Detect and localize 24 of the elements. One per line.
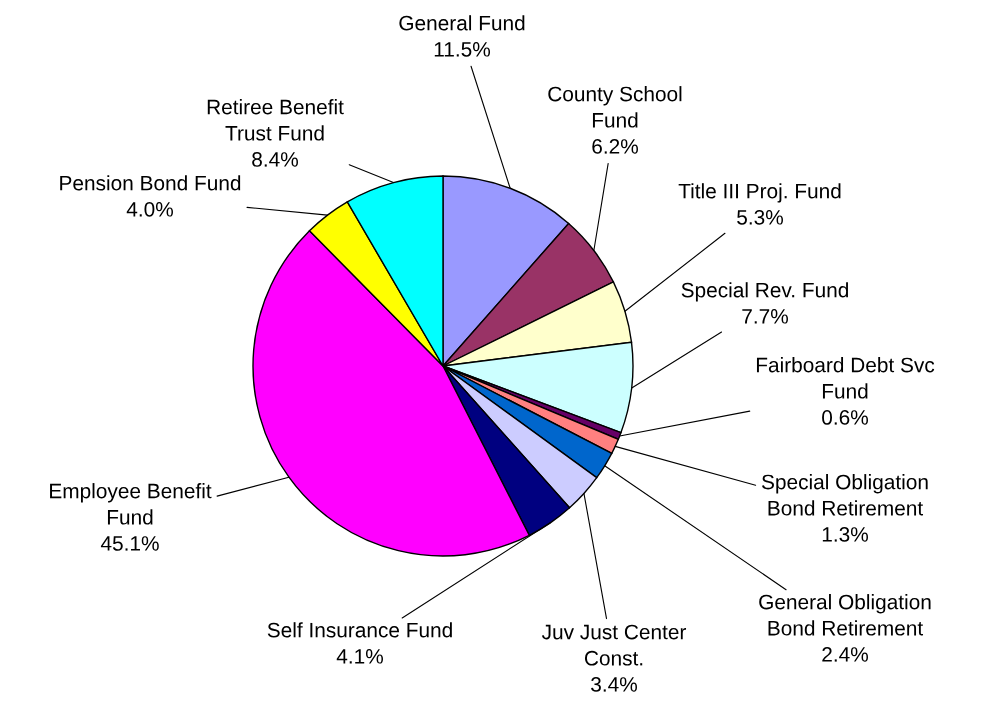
data-label: 1.3% — [822, 527, 868, 542]
slice-label: Fairboard Debt Svc Fund — [756, 357, 935, 399]
data-label: 6.2% — [592, 139, 638, 154]
data-label: 4.0% — [126, 201, 173, 217]
data-label: 5.3% — [737, 209, 783, 225]
slice-label: Title III Proj. Fund — [678, 183, 841, 203]
slice-label: Special Rev. Fund — [681, 282, 849, 302]
data-label: 4.1% — [336, 649, 383, 664]
slice-label: Pension Bond Fund — [60, 175, 241, 191]
slice-label: County School Fund — [548, 86, 682, 128]
slice-label: Employee Benefit Fund — [50, 483, 212, 525]
slice-label: General Obligation Bond Retirement — [759, 594, 931, 636]
data-label: 45.1% — [100, 536, 159, 551]
slice-label: Retiree Benefit Trust Fund — [207, 99, 344, 141]
data-label: 2.4% — [822, 647, 868, 662]
slice-label: Special Obligation Bond Retirement — [761, 474, 928, 516]
slice-label: Juv Just Center Const. — [541, 624, 687, 666]
slice-label: Self Insurance Fund — [267, 622, 452, 638]
data-label: 3.4% — [591, 677, 637, 692]
data-label: 8.4% — [252, 152, 298, 167]
data-label: 11.5% — [434, 42, 491, 57]
data-label: 0.6% — [822, 410, 868, 425]
data-label: 7.7% — [742, 309, 788, 324]
slice-label: General Fund — [399, 15, 525, 31]
